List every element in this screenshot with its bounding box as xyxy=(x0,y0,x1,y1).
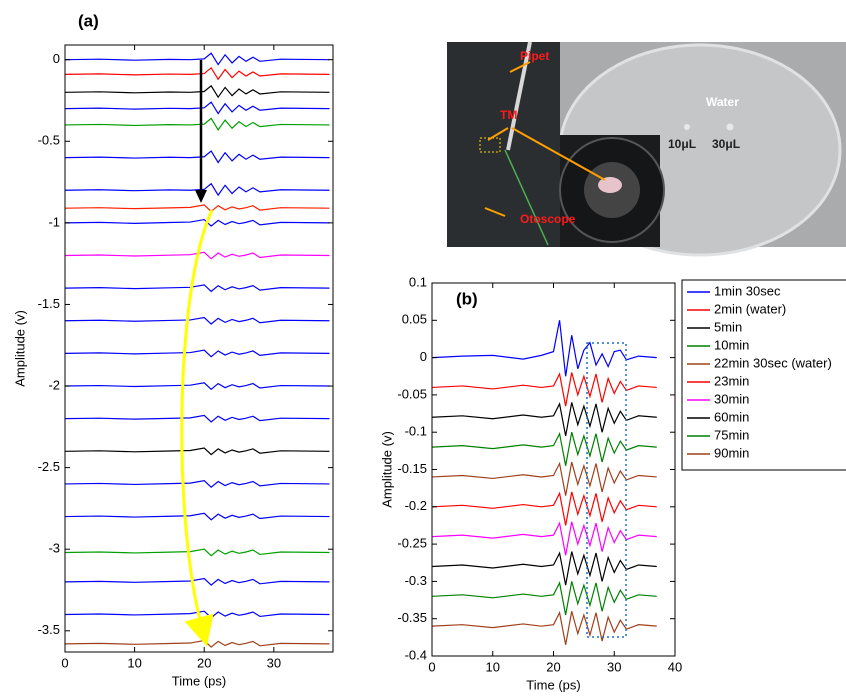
panel-label: (a) xyxy=(78,11,99,30)
photo-label: 30μL xyxy=(712,137,740,151)
photo-label: Pipet xyxy=(520,49,549,63)
x-tick-label: 30 xyxy=(267,655,281,670)
y-tick-label: -0.2 xyxy=(405,498,427,513)
line xyxy=(65,382,330,391)
line xyxy=(65,548,330,557)
line xyxy=(65,101,330,115)
line xyxy=(432,551,657,586)
legend-label: 60min xyxy=(714,409,749,424)
line xyxy=(432,491,657,526)
arrow xyxy=(180,209,214,647)
legend-label: 10min xyxy=(714,337,749,352)
y-tick-label: -0.5 xyxy=(38,133,60,148)
y-tick-label: -1.5 xyxy=(38,296,60,311)
y-tick-label: -1 xyxy=(48,214,60,229)
y-tick-label: -0.3 xyxy=(405,573,427,588)
y-axis-label: Amplitude (v) xyxy=(379,431,394,508)
line xyxy=(432,402,657,437)
x-tick-label: 10 xyxy=(127,655,141,670)
y-tick-label: 0 xyxy=(53,51,60,66)
y-tick-label: -3.5 xyxy=(38,622,60,637)
line xyxy=(432,431,657,466)
plot-lines xyxy=(432,320,657,645)
arrow-head xyxy=(195,190,207,203)
legend-label: 22min 30sec (water) xyxy=(714,355,832,370)
y-axis-label: Amplitude (v) xyxy=(12,310,27,387)
y-tick-label: 0.1 xyxy=(409,274,427,289)
photo xyxy=(447,41,846,257)
line xyxy=(65,414,330,423)
line xyxy=(432,320,657,377)
y-tick-label: -0.15 xyxy=(397,461,427,476)
photo-label: Water xyxy=(706,95,739,109)
line xyxy=(65,610,330,619)
line xyxy=(65,52,330,66)
line xyxy=(65,512,330,521)
line xyxy=(432,581,657,616)
x-axis-label: Time (ps) xyxy=(526,677,580,692)
plot-lines xyxy=(65,52,330,648)
highlight-box xyxy=(586,342,627,638)
line xyxy=(65,480,330,488)
x-tick-label: 40 xyxy=(668,659,682,674)
y-tick-label: -0.05 xyxy=(397,386,427,401)
photo-label: TM xyxy=(500,108,517,122)
legend-label: 30min xyxy=(714,391,749,406)
panel-label: (b) xyxy=(456,289,478,308)
legend-label: 75min xyxy=(714,427,749,442)
y-tick-label: -2 xyxy=(48,377,60,392)
line xyxy=(432,610,657,645)
legend-label: 23min xyxy=(714,373,749,388)
y-tick-label: -0.35 xyxy=(397,610,427,625)
line xyxy=(65,150,330,164)
photo-label: Otoscope xyxy=(520,212,576,226)
line xyxy=(65,316,330,325)
axes-box xyxy=(64,44,334,653)
photo-label: 10μL xyxy=(668,137,696,151)
y-tick-label: -2.5 xyxy=(38,459,60,474)
line xyxy=(65,577,330,586)
plot-area xyxy=(65,45,333,652)
y-tick-label: -0.4 xyxy=(405,647,427,662)
y-tick-label: -0.25 xyxy=(397,536,427,551)
y-tick-label: 0.05 xyxy=(402,312,427,327)
x-tick-label: 20 xyxy=(546,659,560,674)
legend-label: 5min xyxy=(714,319,742,334)
x-tick-label: 20 xyxy=(197,655,211,670)
legend-label: 2min (water) xyxy=(714,301,786,316)
x-tick-label: 0 xyxy=(61,655,68,670)
legend-label: 1min 30sec xyxy=(714,283,781,298)
line xyxy=(65,218,330,227)
line xyxy=(65,182,330,197)
plot-area xyxy=(432,283,675,656)
y-tick-label: 0 xyxy=(420,349,427,364)
line xyxy=(432,372,657,407)
y-tick-label: -0.1 xyxy=(405,424,427,439)
line xyxy=(65,447,330,456)
line xyxy=(432,461,657,496)
y-tick-label: -3 xyxy=(48,541,60,556)
line xyxy=(65,349,330,358)
line xyxy=(65,117,330,131)
line xyxy=(65,284,330,293)
x-axis-label: Time (ps) xyxy=(172,673,226,688)
x-tick-label: 30 xyxy=(607,659,621,674)
line xyxy=(65,639,330,648)
legend-box xyxy=(681,279,846,471)
x-tick-label: 10 xyxy=(486,659,500,674)
x-tick-label: 0 xyxy=(428,659,435,674)
line xyxy=(432,521,657,556)
line xyxy=(65,66,330,81)
legend-label: 90min xyxy=(714,445,749,460)
line xyxy=(65,84,330,99)
line xyxy=(65,251,330,260)
line xyxy=(65,204,330,213)
